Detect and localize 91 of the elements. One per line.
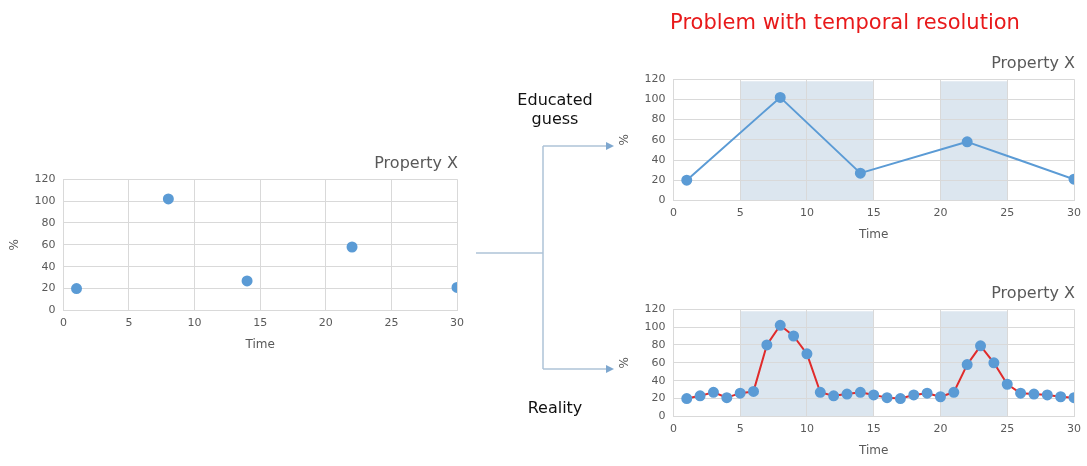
point: [1055, 391, 1067, 403]
y-tick-label: 0: [658, 409, 666, 423]
y-tick-label: 80: [41, 215, 56, 229]
point: [961, 359, 973, 371]
point: [814, 386, 826, 398]
y-axis-title: %: [7, 239, 22, 251]
point: [894, 393, 906, 405]
y-tick-label: 100: [644, 319, 666, 333]
y-tick-label: 80: [651, 112, 666, 126]
point: [71, 283, 83, 295]
point: [828, 390, 840, 402]
y-tick-label: 20: [651, 173, 666, 187]
y-tick-label: 100: [644, 92, 666, 106]
text: Educated guess: [516, 90, 594, 128]
y-tick-label: 60: [651, 132, 666, 146]
point: [921, 387, 933, 399]
point: [241, 275, 253, 287]
y-tick-label: 20: [41, 281, 56, 295]
x-tick-label: 25: [1000, 421, 1015, 435]
x-tick-label: 30: [1067, 205, 1081, 219]
x-axis-title: Time: [244, 336, 275, 351]
point: [908, 389, 920, 401]
x-tick-label: 20: [318, 315, 333, 329]
point: [761, 339, 773, 351]
point: [1001, 378, 1013, 390]
point: [854, 386, 866, 398]
y-tick-label: 40: [651, 152, 666, 166]
x-tick-label: 0: [669, 205, 677, 219]
point: [961, 136, 973, 148]
y-tick-label: 120: [644, 302, 666, 316]
point: [934, 391, 946, 403]
y-tick-label: 60: [651, 355, 666, 369]
x-tick-label: 5: [125, 315, 133, 329]
point: [681, 393, 693, 405]
y-tick-label: 80: [651, 337, 666, 351]
point: [774, 91, 786, 103]
x-tick-label: 10: [799, 421, 814, 435]
y-tick-label: 120: [34, 172, 56, 186]
x-tick-label: 15: [866, 205, 881, 219]
x-tick-label: 10: [187, 315, 202, 329]
point: [774, 319, 786, 331]
y-axis-title: %: [617, 134, 632, 146]
point: [975, 340, 987, 352]
point: [801, 348, 813, 360]
point: [1028, 388, 1040, 400]
chart-title: Property X: [991, 282, 1076, 302]
y-tick-label: 0: [658, 193, 666, 207]
x-tick-label: 25: [384, 315, 399, 329]
y-axis-title: %: [617, 357, 632, 369]
y-tick-label: 120: [644, 72, 666, 86]
y-tick-label: 0: [48, 303, 56, 317]
x-tick-label: 5: [736, 421, 744, 435]
point: [788, 330, 800, 342]
x-axis-title: Time: [858, 226, 889, 241]
x-axis-title: Time: [858, 442, 889, 457]
text: Problem with temporal resolution: [670, 10, 1020, 34]
point: [734, 387, 746, 399]
point: [881, 392, 893, 404]
y-tick-label: 40: [41, 259, 56, 273]
x-tick-label: 30: [1067, 421, 1081, 435]
text: Reality: [527, 398, 583, 417]
chart-title: Property X: [374, 152, 459, 172]
point: [854, 167, 866, 179]
x-tick-label: 0: [59, 315, 67, 329]
x-tick-label: 20: [933, 421, 948, 435]
point: [694, 390, 706, 402]
point: [707, 386, 719, 398]
point: [988, 357, 1000, 369]
point: [868, 389, 880, 401]
point: [841, 388, 853, 400]
x-tick-label: 5: [736, 205, 744, 219]
x-tick-label: 30: [450, 315, 464, 329]
point: [162, 193, 174, 205]
point: [721, 392, 733, 404]
point: [1041, 389, 1053, 401]
x-tick-label: 25: [1000, 205, 1015, 219]
y-tick-label: 100: [34, 193, 56, 207]
point: [1015, 387, 1027, 399]
y-tick-label: 20: [651, 391, 666, 405]
y-tick-label: 60: [41, 237, 56, 251]
point: [346, 241, 358, 253]
x-tick-label: 15: [253, 315, 268, 329]
x-tick-label: 15: [866, 421, 881, 435]
point: [748, 385, 760, 397]
chart-title: Property X: [991, 52, 1076, 72]
point: [681, 174, 693, 186]
point: [948, 386, 960, 398]
x-tick-label: 0: [669, 421, 677, 435]
x-tick-label: 20: [933, 205, 948, 219]
x-tick-label: 10: [799, 205, 814, 219]
y-tick-label: 40: [651, 373, 666, 387]
